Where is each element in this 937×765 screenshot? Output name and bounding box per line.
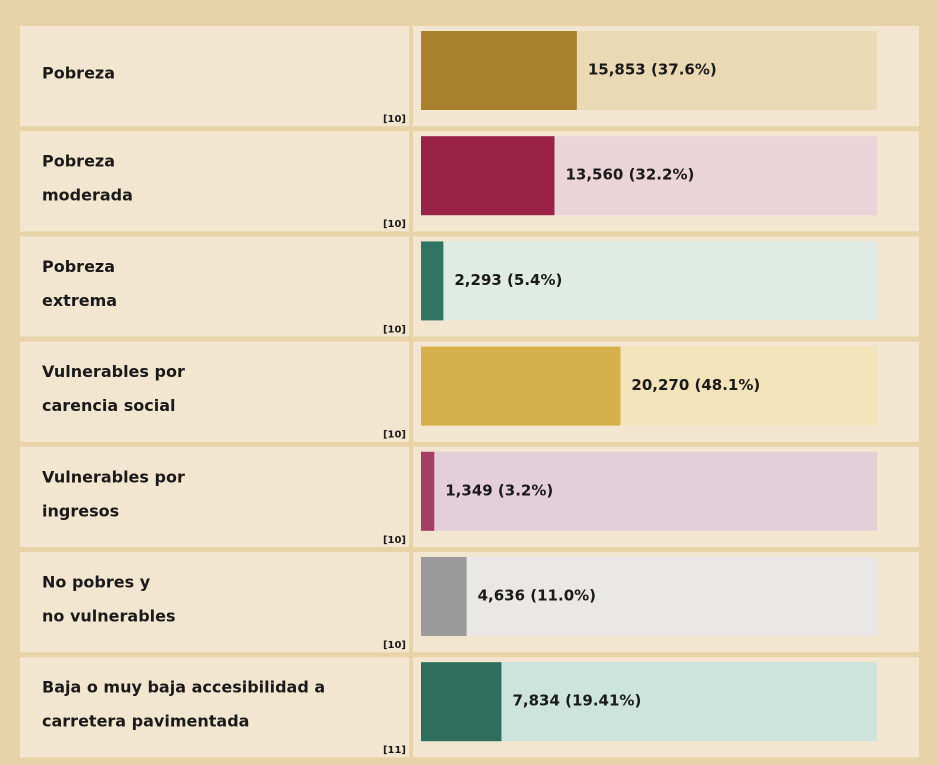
note: [10] <box>383 430 406 441</box>
bar <box>421 662 502 742</box>
note: [10] <box>383 114 406 125</box>
bar-track <box>421 241 877 321</box>
label-panel <box>20 236 409 337</box>
bar <box>421 346 621 426</box>
label-panel <box>20 657 409 758</box>
value-label: 1,349 (3.2%) <box>445 481 553 499</box>
label-panel <box>20 446 409 547</box>
note: [11] <box>383 745 406 756</box>
row-label: No pobres y <box>42 573 151 592</box>
bar <box>421 557 467 636</box>
label-panel <box>20 131 409 232</box>
value-label: 13,560 (32.2%) <box>565 166 694 184</box>
row-label: Vulnerables por <box>42 362 185 381</box>
row-label: carencia social <box>42 396 176 415</box>
note: [10] <box>383 640 406 651</box>
label-panel <box>20 341 409 442</box>
row-label: Pobreza <box>42 64 115 83</box>
row-label: moderada <box>42 186 133 205</box>
bar <box>421 31 577 110</box>
bar <box>421 136 555 216</box>
bar <box>421 451 435 531</box>
row-label: Vulnerables por <box>42 467 185 486</box>
value-label: 20,270 (48.1%) <box>631 376 760 394</box>
value-label: 4,636 (11.0%) <box>478 587 596 605</box>
note: [10] <box>383 219 406 230</box>
value-label: 2,293 (5.4%) <box>454 271 562 289</box>
row-label: Pobreza <box>42 152 115 171</box>
row-label: ingresos <box>42 501 119 520</box>
row-label: carretera pavimentada <box>42 712 249 731</box>
bar-track <box>421 451 877 531</box>
row-label: no vulnerables <box>42 607 176 626</box>
row-label: extrema <box>42 291 117 310</box>
note: [10] <box>383 324 406 335</box>
value-label: 7,834 (19.41%) <box>512 692 641 710</box>
label-panel <box>20 26 409 127</box>
bar-track <box>421 557 877 636</box>
value-label: 15,853 (37.6%) <box>588 61 717 79</box>
note: [10] <box>383 535 406 546</box>
bar <box>421 241 444 321</box>
row-label: Baja o muy baja accesibilidad a <box>42 678 325 697</box>
label-panel <box>20 552 409 653</box>
row-label: Pobreza <box>42 257 115 276</box>
